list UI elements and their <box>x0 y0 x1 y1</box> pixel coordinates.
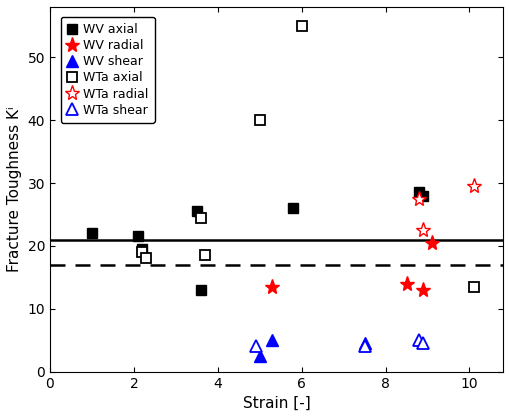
WTa shear <box>419 341 426 346</box>
WTa radial <box>415 196 421 201</box>
WV shear <box>256 353 262 358</box>
Line: WTa axial: WTa axial <box>137 21 477 292</box>
WTa axial <box>298 23 304 28</box>
WV axial <box>139 247 145 252</box>
X-axis label: Strain [-]: Strain [-] <box>242 396 310 411</box>
WTa shear <box>415 338 421 343</box>
Legend: WV axial, WV radial, WV shear, WTa axial, WTa radial, WTa shear: WV axial, WV radial, WV shear, WTa axial… <box>61 17 155 123</box>
WV axial <box>89 231 95 236</box>
Line: WV radial: WV radial <box>264 235 439 298</box>
Line: WV axial: WV axial <box>87 188 428 295</box>
WV shear <box>361 341 367 346</box>
WV radial <box>419 288 426 293</box>
WTa axial <box>470 284 476 289</box>
WV radial <box>403 281 409 286</box>
WTa axial <box>197 215 204 220</box>
WV axial <box>197 288 204 293</box>
WV shear <box>269 338 275 343</box>
WTa axial <box>202 253 208 258</box>
Line: WTa radial: WTa radial <box>411 178 480 238</box>
WV axial <box>415 190 421 195</box>
WV axial <box>290 206 296 211</box>
WV axial <box>135 234 141 239</box>
WV radial <box>428 240 434 245</box>
WTa radial <box>419 228 426 233</box>
WTa shear <box>361 344 367 349</box>
WTa axial <box>139 250 145 255</box>
Line: WV shear: WV shear <box>253 335 370 362</box>
Y-axis label: Fracture Toughness Kⁱ: Fracture Toughness Kⁱ <box>7 107 22 272</box>
WTa shear <box>252 344 258 349</box>
WV axial <box>419 193 426 198</box>
Line: WTa shear: WTa shear <box>249 335 428 352</box>
WV axial <box>193 209 200 214</box>
WTa radial <box>470 184 476 189</box>
WV radial <box>269 284 275 289</box>
WTa axial <box>256 117 262 122</box>
WTa axial <box>143 256 149 261</box>
